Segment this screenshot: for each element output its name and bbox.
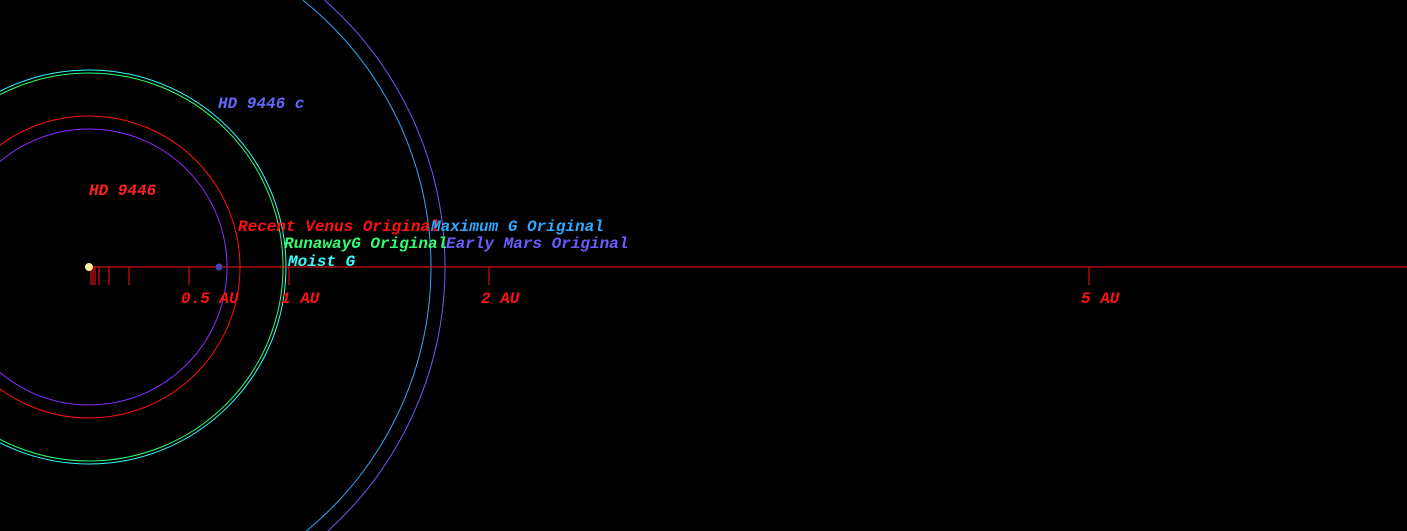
zone-label-recent-venus: Recent Venus Original xyxy=(238,218,440,236)
star-icon xyxy=(85,263,93,271)
axis-tick-label: 0.5 AU xyxy=(181,290,239,308)
zone-label-moist-greenhouse: Moist G xyxy=(287,253,356,271)
axis-tick-label: 5 AU xyxy=(1081,290,1120,308)
axis-tick-label: 1 AU xyxy=(281,290,320,308)
zone-label-early-mars: Early Mars Original xyxy=(446,235,628,253)
star-label: HD 9446 xyxy=(89,182,157,200)
zone-boundary-circle-4 xyxy=(324,0,446,531)
planet-b-marker xyxy=(215,263,223,271)
planet-c-label: HD 9446 c xyxy=(218,95,304,113)
zone-label-runaway-greenhouse: RunawayG Original xyxy=(284,235,447,253)
axis-tick-label: 2 AU xyxy=(481,290,520,308)
zone-label-maximum-greenhouse: Maximum G Original xyxy=(430,218,604,236)
zone-boundary-circle-3 xyxy=(302,0,432,531)
